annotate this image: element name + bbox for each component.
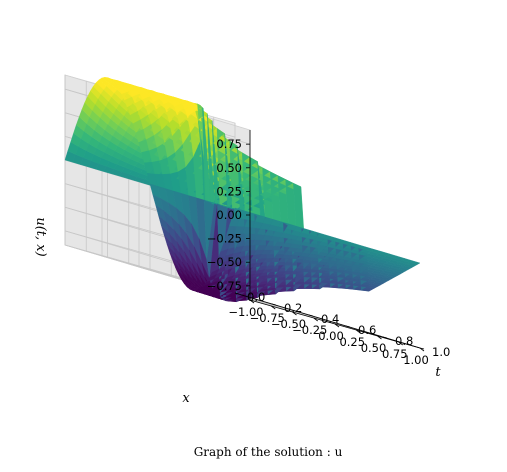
x-tick-label: −0.50 bbox=[271, 317, 306, 331]
t-axis-line bbox=[234, 292, 421, 349]
x-tick bbox=[313, 317, 318, 322]
x-tick bbox=[249, 299, 255, 304]
x-tick bbox=[398, 341, 403, 346]
t-tick-label: 0.2 bbox=[284, 301, 302, 315]
surface-patch bbox=[409, 260, 421, 265]
x-tick bbox=[271, 305, 276, 310]
t-tick bbox=[345, 325, 351, 328]
t-tick-label: 0.0 bbox=[247, 290, 265, 304]
z-tick-label: 0.50 bbox=[216, 161, 242, 175]
x-tick bbox=[334, 323, 340, 328]
x-tick-label: 1.00 bbox=[403, 353, 429, 367]
t-tick-label: 0.6 bbox=[358, 323, 376, 337]
solution-surface bbox=[64, 77, 421, 303]
z-tick-label: −0.25 bbox=[207, 232, 242, 246]
t-tick-label: 1.0 bbox=[432, 345, 450, 359]
x-tick-label: −0.25 bbox=[292, 323, 327, 337]
t-tick-label: 0.4 bbox=[321, 312, 339, 326]
x-tick-label: −0.75 bbox=[250, 311, 285, 325]
z-axis-label: u(t, x) bbox=[33, 217, 48, 256]
x-tick-label: 0.50 bbox=[361, 341, 387, 355]
x-axis-label: x bbox=[182, 391, 190, 406]
t-tick bbox=[382, 336, 388, 339]
t-tick-label: 0.8 bbox=[395, 334, 413, 348]
t-tick bbox=[419, 347, 425, 350]
x-tick bbox=[377, 335, 382, 340]
z-tick-label: −0.50 bbox=[207, 255, 242, 269]
x-tick bbox=[356, 329, 361, 334]
z-tick-label: −0.75 bbox=[207, 279, 242, 293]
z-tick-label: 0.75 bbox=[216, 137, 242, 151]
x-tick-label: 0.25 bbox=[339, 335, 365, 349]
x-tick-label: 0.00 bbox=[318, 329, 344, 343]
z-tick-label: 0.00 bbox=[216, 208, 242, 222]
t-axis-label: t bbox=[435, 365, 441, 380]
z-tick-label: 0.25 bbox=[216, 184, 242, 198]
x-tick-label: −1.00 bbox=[228, 305, 263, 319]
t-tick bbox=[234, 292, 240, 295]
figure-caption: Graph of the solution : u bbox=[194, 445, 343, 459]
x-tick-label: 0.75 bbox=[382, 347, 408, 361]
t-tick bbox=[271, 303, 277, 306]
x-tick bbox=[292, 311, 297, 316]
t-tick bbox=[308, 314, 314, 317]
tick-labels: −1.00−0.75−0.50−0.250.000.250.500.751.00… bbox=[207, 137, 451, 367]
